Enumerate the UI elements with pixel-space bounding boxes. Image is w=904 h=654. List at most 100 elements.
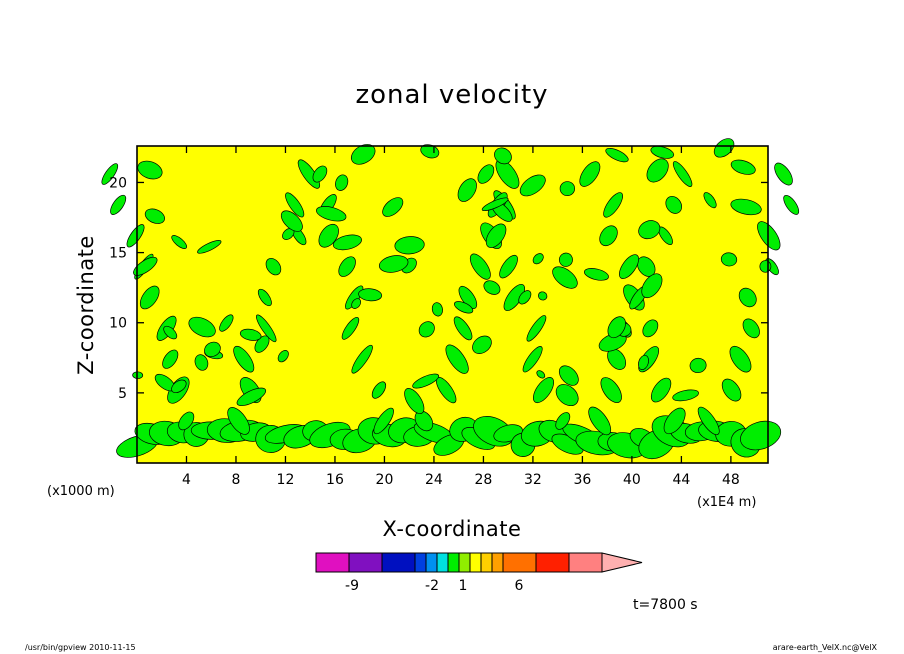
chart-title: zonal velocity — [355, 80, 548, 110]
green-region — [373, 407, 394, 435]
colorbar-swatch — [414, 552, 427, 573]
y-axis-label: Z-coordinate — [74, 235, 98, 375]
x-tick-label: 20 — [376, 472, 394, 488]
green-region — [236, 387, 267, 407]
y-unit-label: (x1000 m) — [47, 484, 115, 499]
green-region — [133, 256, 158, 276]
colorbar-swatch — [447, 552, 460, 573]
time-label: t=7800 s — [633, 597, 698, 613]
green-region — [536, 370, 546, 379]
x-axis-ticks: 4 8 12 16 20 24 28 32 36 40 44 48 — [182, 146, 740, 488]
plot-frame — [136, 145, 769, 464]
green-region — [558, 252, 573, 267]
green-region — [619, 254, 639, 280]
green-region — [312, 165, 328, 183]
colorbar-swatch — [348, 552, 383, 573]
green-region — [137, 160, 163, 180]
green-region — [638, 354, 649, 370]
green-region — [277, 350, 289, 363]
green-region — [472, 335, 492, 354]
green-region — [499, 254, 518, 279]
green-region — [338, 256, 356, 277]
colorbar-label: -9 — [345, 578, 359, 594]
green-region — [759, 260, 772, 273]
colorbar-swatch — [381, 552, 416, 573]
green-region — [519, 174, 546, 197]
green-region — [641, 273, 663, 299]
green-region — [194, 354, 209, 371]
x-tick-label: 16 — [326, 472, 344, 488]
green-region — [378, 255, 409, 273]
y-axis-ticks: 5 10 15 20 — [109, 175, 768, 402]
green-region — [445, 344, 469, 374]
green-region — [318, 223, 339, 248]
green-region — [239, 328, 262, 341]
green-region — [171, 379, 187, 394]
green-region — [689, 357, 707, 374]
green-region — [404, 388, 425, 415]
y-tick-label: 20 — [109, 175, 127, 191]
footer-right: arare-earth_VelX.nc@VelX — [773, 643, 878, 652]
green-region — [522, 346, 543, 373]
green-region — [638, 220, 661, 240]
green-region — [197, 240, 222, 254]
green-region — [605, 147, 629, 163]
green-region — [412, 373, 440, 389]
x-tick-label: 44 — [672, 472, 690, 488]
green-region — [552, 266, 578, 289]
green-region — [650, 377, 672, 403]
x-tick-label: 48 — [722, 472, 740, 488]
green-region — [600, 377, 622, 404]
green-region — [729, 345, 752, 373]
green-region — [394, 236, 425, 255]
x-axis-label: X-coordinate — [383, 517, 522, 541]
green-region — [204, 341, 221, 358]
green-region — [579, 161, 601, 187]
green-region — [453, 301, 474, 314]
green-region — [483, 280, 501, 295]
green-region — [603, 192, 623, 218]
green-region — [720, 252, 738, 267]
green-region — [101, 163, 119, 185]
colorbar-swatch — [535, 552, 570, 573]
green-region — [665, 196, 682, 214]
green-region — [351, 344, 373, 374]
green-region — [663, 407, 686, 435]
green-region — [418, 321, 435, 338]
green-region — [481, 197, 509, 212]
green-region — [358, 288, 383, 302]
green-region — [332, 234, 362, 251]
green-region — [650, 145, 675, 159]
green-region — [485, 223, 507, 248]
green-region — [555, 384, 579, 407]
y-tick-label: 15 — [109, 246, 127, 262]
colorbar-swatch — [491, 552, 504, 573]
green-region — [742, 318, 760, 339]
x-tick-label: 24 — [425, 472, 443, 488]
green-region — [518, 290, 532, 305]
footer-left: /usr/bin/gpview 2010-11-15 — [25, 643, 136, 652]
green-region — [672, 389, 699, 402]
green-region — [350, 144, 376, 165]
green-region — [256, 314, 277, 343]
colorbar-label: 1 — [459, 578, 468, 594]
green-region — [588, 406, 612, 436]
green-region — [139, 285, 160, 310]
green-region — [219, 314, 234, 332]
green-region — [477, 164, 495, 184]
green-region — [227, 407, 250, 435]
green-region — [233, 345, 255, 373]
green-region — [178, 411, 195, 431]
x-tick-label: 40 — [623, 472, 641, 488]
colorbar-label: -2 — [425, 578, 439, 594]
green-region — [351, 298, 362, 309]
colorbar-swatch — [502, 552, 537, 573]
green-region — [533, 377, 555, 404]
green-region — [642, 319, 659, 338]
x-unit-label: (x1E4 m) — [697, 495, 756, 510]
colorbar-swatch — [315, 552, 350, 573]
green-region — [532, 253, 544, 265]
green-region — [126, 224, 145, 248]
green-region — [672, 161, 693, 187]
